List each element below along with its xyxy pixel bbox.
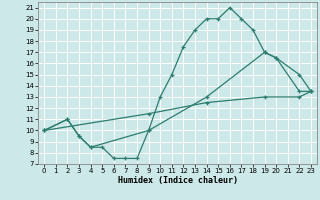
X-axis label: Humidex (Indice chaleur): Humidex (Indice chaleur) xyxy=(118,176,238,185)
